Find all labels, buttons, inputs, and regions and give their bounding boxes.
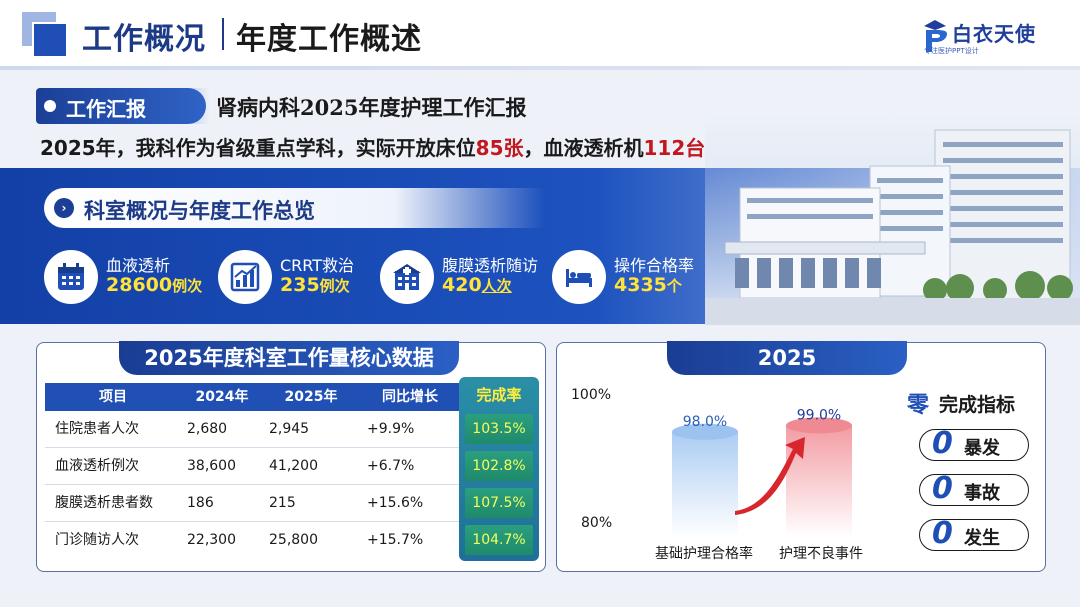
bed-icon bbox=[566, 269, 592, 287]
summary-part1: 2025年，我科作为省级重点学科，实际开放床位 bbox=[40, 136, 476, 160]
calendar-icon bbox=[58, 263, 84, 290]
stat-label: 操作合格率 bbox=[614, 256, 695, 275]
trend-arrow-icon bbox=[735, 437, 805, 515]
table-header-cell: 完成率 bbox=[476, 386, 522, 404]
machines-count: 112台 bbox=[643, 136, 706, 160]
stat-value: 235 bbox=[280, 274, 320, 296]
rate-cell: 107.5% bbox=[465, 488, 533, 518]
core-data-title: 2025年度科室工作量核心数据 bbox=[119, 341, 459, 375]
table-header-cell: 项目 bbox=[99, 389, 127, 405]
table-header-cell: 2025年 bbox=[284, 389, 338, 405]
header-decoration bbox=[22, 12, 68, 58]
header: 工作概况 年度工作概述 白衣天使 专注医护PPT设计 bbox=[0, 0, 1080, 70]
data-label-1: 99.0% bbox=[797, 407, 841, 423]
stat-label: CRRT救治 bbox=[280, 256, 355, 275]
table-cell: +15.7% bbox=[367, 532, 424, 548]
zero-label: 事故 bbox=[964, 483, 1000, 504]
stat-unit: 个 bbox=[666, 277, 682, 295]
bar-top-0 bbox=[672, 423, 738, 440]
table-cell: 41,200 bbox=[269, 458, 318, 474]
report-tag-label: 工作汇报 bbox=[66, 97, 146, 121]
bar-top-1 bbox=[786, 417, 852, 434]
table-cell: +15.6% bbox=[367, 495, 424, 511]
table-cell: 38,600 bbox=[187, 458, 236, 474]
table-row: 腹膜透析患者数 186 215 +15.6% bbox=[45, 485, 461, 521]
table-header-cell: 2024年 bbox=[195, 389, 249, 405]
stat-unit: 例次 bbox=[319, 277, 350, 295]
table-header: 项目 2024年 2025年 同比增长 bbox=[45, 383, 461, 411]
table-cell: 腹膜透析患者数 bbox=[55, 495, 153, 511]
rate-cell: 103.5% bbox=[465, 414, 533, 444]
page-subtitle: 年度工作概述 bbox=[236, 22, 422, 57]
table-cell: 25,800 bbox=[269, 532, 318, 548]
beds-count: 85张 bbox=[475, 136, 524, 160]
hospital-building-image bbox=[705, 110, 1080, 325]
y-tick-label: 100% bbox=[571, 387, 612, 403]
report-title: 肾病内科2025年度护理工作汇报 bbox=[216, 95, 527, 120]
dot-icon bbox=[44, 100, 56, 112]
zero-indicators-heading: 零 完成指标 bbox=[907, 387, 1037, 418]
cylinder-chart: 98.0% 99.0% bbox=[672, 407, 852, 537]
zero-number: 0 bbox=[932, 471, 953, 506]
table-cell: 住院患者人次 bbox=[55, 421, 139, 437]
rate-cell: 102.8% bbox=[465, 451, 533, 481]
rate-cell: 104.7% bbox=[465, 525, 533, 555]
year-panel: 2025 100% 80% 98.0% 99.0% 基础护理合格率 护理不良事件 … bbox=[556, 341, 1046, 572]
zero-title: 完成指标 bbox=[939, 394, 1016, 416]
zero-item: 0 发生 bbox=[919, 516, 1029, 551]
table-cell: +9.9% bbox=[367, 421, 415, 437]
zero-item: 0 事故 bbox=[919, 471, 1029, 506]
table-row: 血液透析例次 38,600 41,200 +6.7% bbox=[45, 448, 461, 484]
stat-unit: 人次 bbox=[481, 277, 512, 295]
summary-part2: ，血液透析机 bbox=[523, 136, 644, 160]
report-tag: 工作汇报 bbox=[36, 88, 206, 124]
year-panel-title: 2025 bbox=[667, 341, 907, 375]
logo-slogan: 专注医护PPT设计 bbox=[924, 47, 979, 55]
bar-0 bbox=[672, 431, 738, 537]
completion-rate-column: 完成率 103.5% 102.8% 107.5% 104.7% bbox=[459, 377, 539, 561]
stat-value: 420 bbox=[442, 274, 482, 296]
title-divider bbox=[222, 18, 224, 50]
table-row: 门诊随访人次 22,300 25,800 +15.7% bbox=[45, 522, 461, 558]
table-cell: 血液透析例次 bbox=[55, 458, 139, 474]
zero-number: 0 bbox=[932, 516, 953, 551]
stat-label: 血液透析 bbox=[106, 256, 171, 275]
nurse-cap-icon bbox=[924, 20, 947, 52]
brand-logo: 白衣天使 专注医护PPT设计 bbox=[920, 14, 1060, 58]
stat-value: 4335 bbox=[614, 274, 667, 296]
category-label: 护理不良事件 bbox=[779, 546, 863, 562]
stat-unit: 例次 bbox=[172, 277, 203, 295]
table-cell: 215 bbox=[269, 495, 296, 511]
header-underline bbox=[0, 66, 1080, 70]
table-cell: +6.7% bbox=[367, 458, 415, 474]
zero-char: 零 bbox=[907, 393, 930, 418]
zero-item: 0 暴发 bbox=[919, 426, 1029, 461]
y-tick-label: 80% bbox=[581, 515, 613, 531]
stat-value: 28600 bbox=[106, 274, 173, 296]
overview-heading: › 科室概况与年度工作总览 bbox=[44, 188, 544, 228]
overview-title: 科室概况与年度工作总览 bbox=[84, 199, 315, 223]
table-cell: 门诊随访人次 bbox=[55, 532, 139, 548]
chevron-right-icon: › bbox=[54, 198, 74, 218]
zero-number: 0 bbox=[932, 426, 953, 461]
summary-text: 2025年，我科作为省级重点学科，实际开放床位85张，血液透析机112台 bbox=[40, 132, 705, 161]
zero-label: 暴发 bbox=[964, 438, 1000, 459]
data-label-0: 98.0% bbox=[683, 414, 727, 430]
logo-text: 白衣天使 bbox=[952, 22, 1036, 46]
table-cell: 2,680 bbox=[187, 421, 228, 437]
category-label: 基础护理合格率 bbox=[655, 546, 753, 562]
zero-label: 发生 bbox=[964, 528, 1000, 549]
quality-chart: 100% 80% 98.0% 99.0% 基础护理合格率 护理不良事件 bbox=[565, 379, 875, 569]
chart-icon bbox=[230, 262, 260, 292]
table-cell: 186 bbox=[187, 495, 214, 511]
table-header-cell: 同比增长 bbox=[382, 389, 438, 405]
stat-label: 腹膜透析随访 bbox=[442, 256, 539, 275]
table-cell: 2,945 bbox=[269, 421, 310, 437]
table-row: 住院患者人次 2,680 2,945 +9.9% bbox=[45, 411, 461, 447]
hospital-icon bbox=[393, 264, 421, 290]
table-cell: 22,300 bbox=[187, 532, 236, 548]
core-data-panel: 2025年度科室工作量核心数据 项目 2024年 2025年 同比增长 住院患者… bbox=[36, 341, 546, 572]
page-title: 工作概况 bbox=[82, 22, 206, 57]
